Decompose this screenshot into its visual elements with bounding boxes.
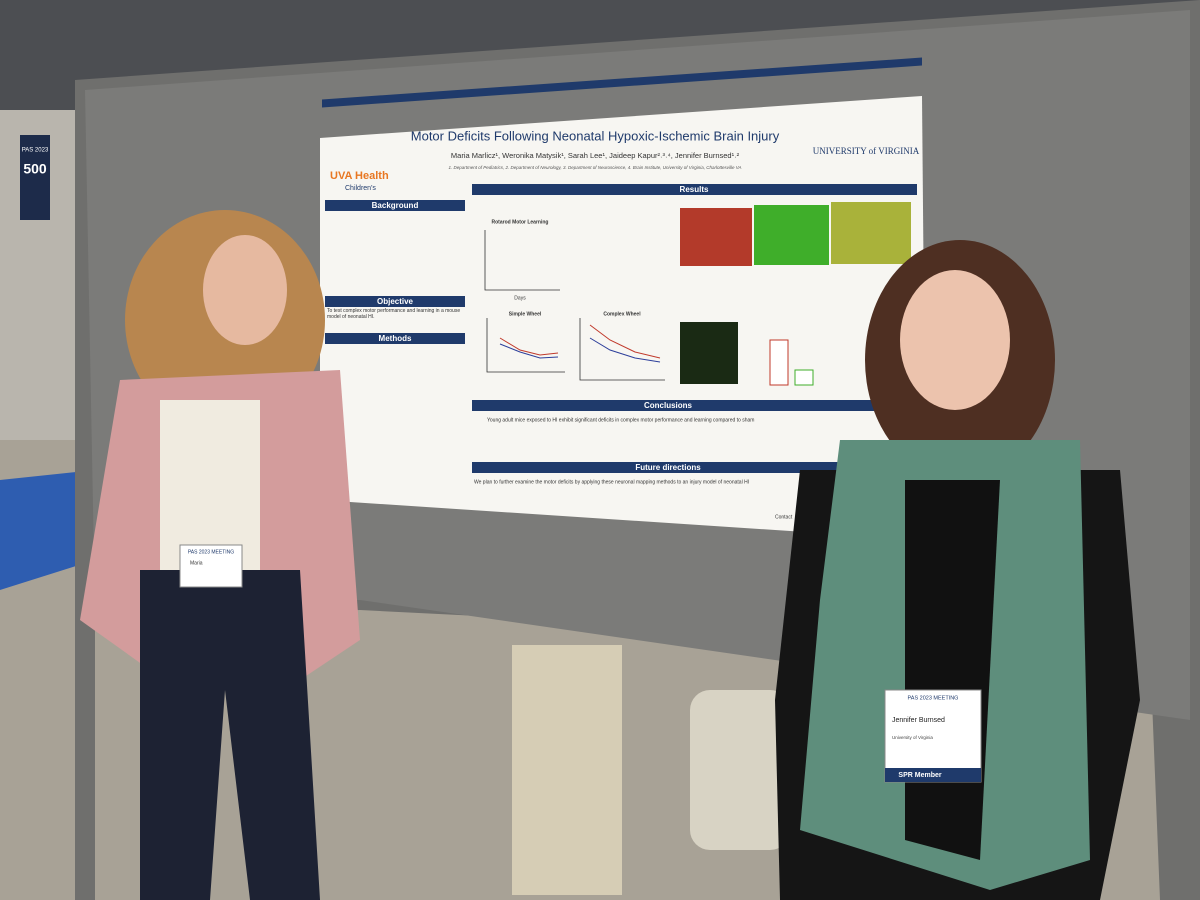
poster-title: Motor Deficits Following Neonatal Hypoxi… [411,128,780,143]
section-header [472,184,917,195]
bar-figure [794,369,814,386]
logo-left-sub: Children's [345,185,376,192]
chart-line [589,324,661,359]
contact: Contact [775,514,793,520]
chart-title: Complex Wheel [603,311,641,317]
badge-footer [885,768,981,782]
chart-axis [486,318,565,373]
passerby-legs [512,645,622,895]
badge-meeting: PAS 2023 MEETING [188,549,234,555]
backpack [690,690,790,850]
chart-x-label: Days [514,295,526,301]
badge [179,544,243,588]
badge-meeting: PAS 2023 MEETING [908,695,959,701]
chart-line [499,343,559,359]
section-header [325,333,465,344]
badge-name: Jennifer Burnsed [892,717,945,724]
bar-figure [769,339,789,386]
chart-line [499,337,559,356]
microscopy-image [754,205,829,265]
conclusions-text: Young adult mice exposed to HI exhibit s… [487,417,754,423]
badge-org: University of Virginia [892,735,933,740]
section-title: Methods [379,334,412,343]
face [900,270,1010,410]
microscopy-image [680,322,738,384]
objective-box: To test complex motor performance and le… [327,308,461,320]
poster-top-bar [322,57,922,108]
section-title: Results [680,185,709,194]
section-title: Conclusions [644,401,693,410]
section-title: Background [372,201,419,210]
sign [20,135,50,220]
shirt [160,400,260,570]
poster-authors: Maria Marlicz¹, Weronika Matysik¹, Sarah… [451,151,740,160]
sign-number: 500 [23,161,47,177]
section-header [325,296,465,307]
carpet [0,470,95,590]
section-header [472,400,917,411]
pants [140,570,320,900]
chart-axis [484,230,560,291]
microscopy-image [680,208,752,266]
sign-event: PAS 2023 [22,148,49,154]
section-header [472,462,917,473]
poster-affiliations: 1. Department of Pediatrics, 2. Departme… [449,165,742,170]
badge-name: Maria [190,560,203,566]
logo-right: UNIVERSITY of VIRGINIA [813,146,920,156]
logo-left: UVA Health [330,170,389,182]
chart-title: Simple Wheel [509,311,542,317]
objective-text: To test complex motor performance and le… [327,308,461,320]
chart-title: Rotarod Motor Learning [492,219,549,225]
badge-member: SPR Member [898,772,941,779]
section-title: Future directions [635,463,701,472]
future-text: We plan to further examine the motor def… [474,479,749,485]
section-title: Objective [377,297,414,306]
face [203,235,287,345]
section-header [325,200,465,211]
chart-line [589,337,661,363]
chart-axis [579,318,665,381]
microscopy-image [831,202,911,264]
